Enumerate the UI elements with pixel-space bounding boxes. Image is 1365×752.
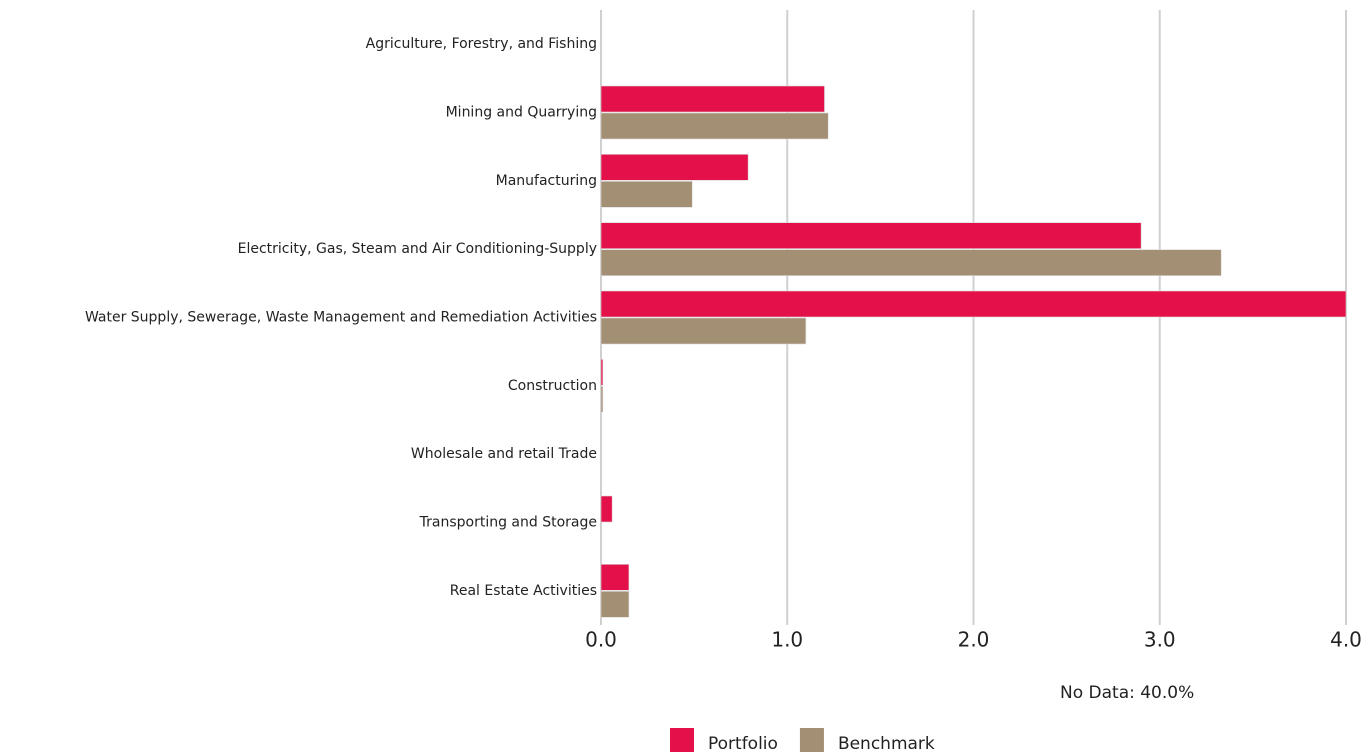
category-label: Electricity, Gas, Steam and Air Conditio… <box>238 241 597 257</box>
bar <box>600 591 630 618</box>
bar <box>600 85 825 113</box>
bar <box>600 112 829 140</box>
bar <box>600 249 1222 276</box>
annotation: No Data: 40.0% <box>1060 683 1194 703</box>
category-label: Mining and Quarrying <box>446 105 597 121</box>
category-label: Water Supply, Sewerage, Waste Management… <box>85 310 597 326</box>
legend-label: Benchmark <box>838 734 935 752</box>
legend-label: Portfolio <box>708 734 778 752</box>
x-tick-label: 3.0 <box>1144 628 1176 652</box>
legend-swatch <box>670 728 694 752</box>
bar <box>600 317 807 345</box>
bar <box>600 359 604 386</box>
bar <box>600 290 1347 318</box>
bar <box>600 495 613 523</box>
category-label: Construction <box>508 378 597 394</box>
category-label: Transporting and Storage <box>419 515 597 531</box>
bar <box>600 386 604 413</box>
category-label: Real Estate Activities <box>450 583 597 599</box>
category-label: Wholesale and retail Trade <box>411 446 597 462</box>
legend-swatch <box>799 728 824 752</box>
x-tick-label: 4.0 <box>1330 628 1362 652</box>
x-tick-label: 0.0 <box>585 628 617 652</box>
category-label: Manufacturing <box>496 173 597 189</box>
bar <box>600 154 749 181</box>
x-tick-label: 2.0 <box>958 628 990 652</box>
x-tick-label: 1.0 <box>771 628 803 652</box>
bar <box>600 222 1142 249</box>
bar <box>600 181 693 208</box>
category-label: Agriculture, Forestry, and Fishing <box>366 36 597 52</box>
bar <box>600 564 630 591</box>
